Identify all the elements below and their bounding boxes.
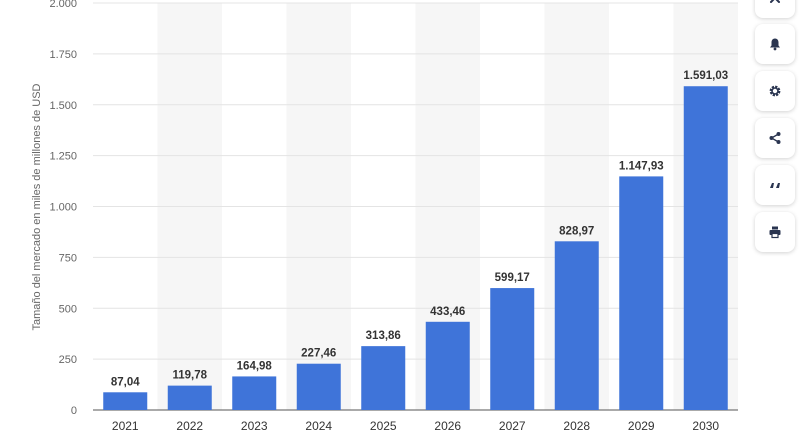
print-button[interactable] [755,212,795,252]
data-label: 313,86 [366,330,401,342]
y-tick-label: 500 [59,303,77,315]
data-label: 599,17 [495,272,530,284]
y-axis-title: Tamaño del mercado en miles de millones … [31,83,43,330]
cite-button[interactable] [755,165,795,205]
bar-chart: 0 250 500 750 1.000 1.250 1.500 1.750 2.000 87,04… [31,0,738,433]
settings-button[interactable] [755,71,795,111]
y-tick-label: 250 [59,354,77,366]
share-button[interactable] [755,118,795,158]
bar [167,385,212,410]
bar [361,346,406,410]
chart-toolbar [755,0,800,445]
bar [232,376,277,410]
data-label: 1.591,03 [683,70,728,82]
x-tick-label: 2026 [434,419,461,433]
share-icon [769,132,781,144]
y-tick-label: 1.250 [49,151,77,163]
data-label: 87,04 [111,376,140,388]
y-tick-label: 1.000 [49,202,77,214]
y-tick-label: 1.750 [49,49,77,61]
bell-icon [770,38,780,51]
x-tick-label: 2021 [112,419,139,433]
x-tick-label: 2025 [370,419,397,433]
y-tick-label: 750 [59,252,77,264]
data-label: 433,46 [430,306,465,318]
data-label: 828,97 [559,225,594,237]
data-label: 119,78 [172,370,207,382]
bar [296,363,341,410]
bar [554,241,599,410]
y-tick-label: 2.000 [49,0,77,10]
x-tick-label: 2022 [176,419,203,433]
x-tick-label: 2027 [499,419,526,433]
notification-button[interactable] [755,24,795,64]
bar [683,86,728,410]
close-button[interactable] [755,0,795,18]
print-icon [769,226,781,239]
x-tick-label: 2030 [692,419,719,433]
gear-icon [769,85,781,97]
data-label: 164,98 [237,360,273,372]
bar [103,392,148,410]
bar [425,321,470,410]
data-label: 227,46 [301,348,336,360]
x-tick-label: 2023 [241,419,268,433]
y-tick-label: 0 [71,405,77,417]
close-icon [770,0,780,3]
bar [619,176,664,410]
y-tick-label: 1.500 [49,100,77,112]
x-tick-label: 2024 [305,419,332,433]
x-tick-label: 2029 [628,419,655,433]
quote-icon [770,183,780,188]
x-tick-label: 2028 [563,419,590,433]
chart-container: 0 250 500 750 1.000 1.250 1.500 1.750 2.000 87,04… [31,0,738,433]
data-label: 1.147,93 [619,160,664,172]
bar [490,288,535,410]
